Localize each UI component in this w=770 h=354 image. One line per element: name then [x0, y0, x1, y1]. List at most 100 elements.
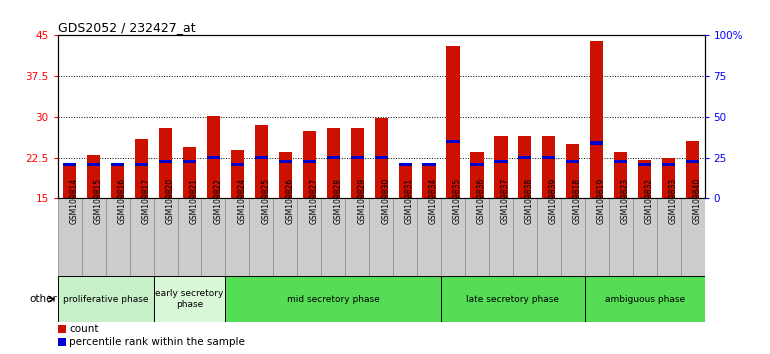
Bar: [345, 198, 369, 276]
Bar: [326, 128, 340, 198]
Text: GSM109825: GSM109825: [261, 177, 270, 224]
Bar: [135, 163, 148, 166]
Bar: [249, 198, 273, 276]
Bar: [374, 119, 388, 198]
Bar: [638, 160, 651, 198]
Bar: [87, 163, 100, 166]
Bar: [255, 156, 268, 159]
Bar: [58, 338, 65, 346]
Bar: [518, 156, 531, 159]
Bar: [614, 160, 628, 163]
Bar: [614, 152, 628, 198]
Text: GSM109824: GSM109824: [237, 177, 246, 224]
Bar: [537, 198, 561, 276]
Bar: [662, 163, 675, 166]
Bar: [207, 156, 220, 159]
Bar: [63, 163, 76, 166]
Text: GSM109816: GSM109816: [118, 177, 126, 224]
Text: GSM109826: GSM109826: [286, 177, 294, 224]
Bar: [417, 198, 441, 276]
Bar: [58, 198, 82, 276]
Bar: [111, 163, 124, 166]
Text: GSM109820: GSM109820: [166, 177, 175, 224]
Bar: [423, 163, 436, 166]
Text: GSM109837: GSM109837: [501, 177, 510, 224]
Bar: [686, 160, 699, 163]
Bar: [494, 136, 507, 198]
Bar: [321, 198, 345, 276]
Text: GSM109819: GSM109819: [597, 177, 606, 224]
Bar: [399, 163, 412, 166]
Text: GSM109830: GSM109830: [381, 177, 390, 224]
Bar: [58, 325, 65, 333]
Bar: [202, 198, 226, 276]
Bar: [638, 163, 651, 166]
Bar: [686, 141, 699, 198]
Text: GSM109838: GSM109838: [525, 177, 534, 224]
Bar: [441, 276, 584, 322]
Text: GSM109840: GSM109840: [692, 177, 701, 224]
Bar: [566, 144, 579, 198]
Bar: [350, 156, 363, 159]
Bar: [153, 198, 178, 276]
Bar: [393, 198, 417, 276]
Bar: [159, 128, 172, 198]
Text: GSM109822: GSM109822: [213, 178, 223, 224]
Text: GSM109832: GSM109832: [644, 177, 654, 224]
Bar: [231, 163, 244, 166]
Text: GSM109839: GSM109839: [549, 177, 557, 224]
Bar: [447, 139, 460, 143]
Bar: [207, 116, 220, 198]
Bar: [279, 160, 292, 163]
Bar: [226, 276, 441, 322]
Text: GSM109834: GSM109834: [429, 177, 438, 224]
Bar: [58, 276, 153, 322]
Bar: [231, 150, 244, 198]
Bar: [465, 198, 489, 276]
Bar: [297, 198, 321, 276]
Bar: [183, 147, 196, 198]
Bar: [369, 198, 393, 276]
Text: GSM109821: GSM109821: [189, 178, 199, 224]
Text: late secretory phase: late secretory phase: [467, 295, 560, 304]
Bar: [350, 128, 363, 198]
Text: other: other: [29, 294, 57, 304]
Text: proliferative phase: proliferative phase: [63, 295, 149, 304]
Bar: [470, 163, 484, 166]
Bar: [518, 136, 531, 198]
Bar: [159, 160, 172, 163]
Bar: [489, 198, 513, 276]
Bar: [273, 198, 297, 276]
Bar: [566, 160, 579, 163]
Bar: [183, 160, 196, 163]
Bar: [63, 163, 76, 198]
Bar: [662, 158, 675, 198]
Text: percentile rank within the sample: percentile rank within the sample: [69, 337, 246, 347]
Bar: [399, 163, 412, 198]
Bar: [584, 198, 609, 276]
Bar: [657, 198, 681, 276]
Bar: [470, 152, 484, 198]
Bar: [303, 131, 316, 198]
Bar: [374, 156, 388, 159]
Text: GSM109818: GSM109818: [573, 178, 582, 224]
Bar: [590, 141, 604, 144]
Bar: [513, 198, 537, 276]
Bar: [178, 198, 202, 276]
Bar: [303, 160, 316, 163]
Bar: [494, 160, 507, 163]
Bar: [82, 198, 105, 276]
Bar: [279, 152, 292, 198]
Text: GSM109833: GSM109833: [668, 177, 678, 224]
Bar: [105, 198, 129, 276]
Text: GSM109815: GSM109815: [94, 177, 102, 224]
Bar: [87, 155, 100, 198]
Text: GSM109835: GSM109835: [453, 177, 462, 224]
Text: GSM109831: GSM109831: [405, 177, 414, 224]
Bar: [226, 198, 249, 276]
Bar: [681, 198, 705, 276]
Text: GSM109814: GSM109814: [70, 177, 79, 224]
Bar: [561, 198, 584, 276]
Bar: [584, 276, 705, 322]
Text: mid secretory phase: mid secretory phase: [287, 295, 380, 304]
